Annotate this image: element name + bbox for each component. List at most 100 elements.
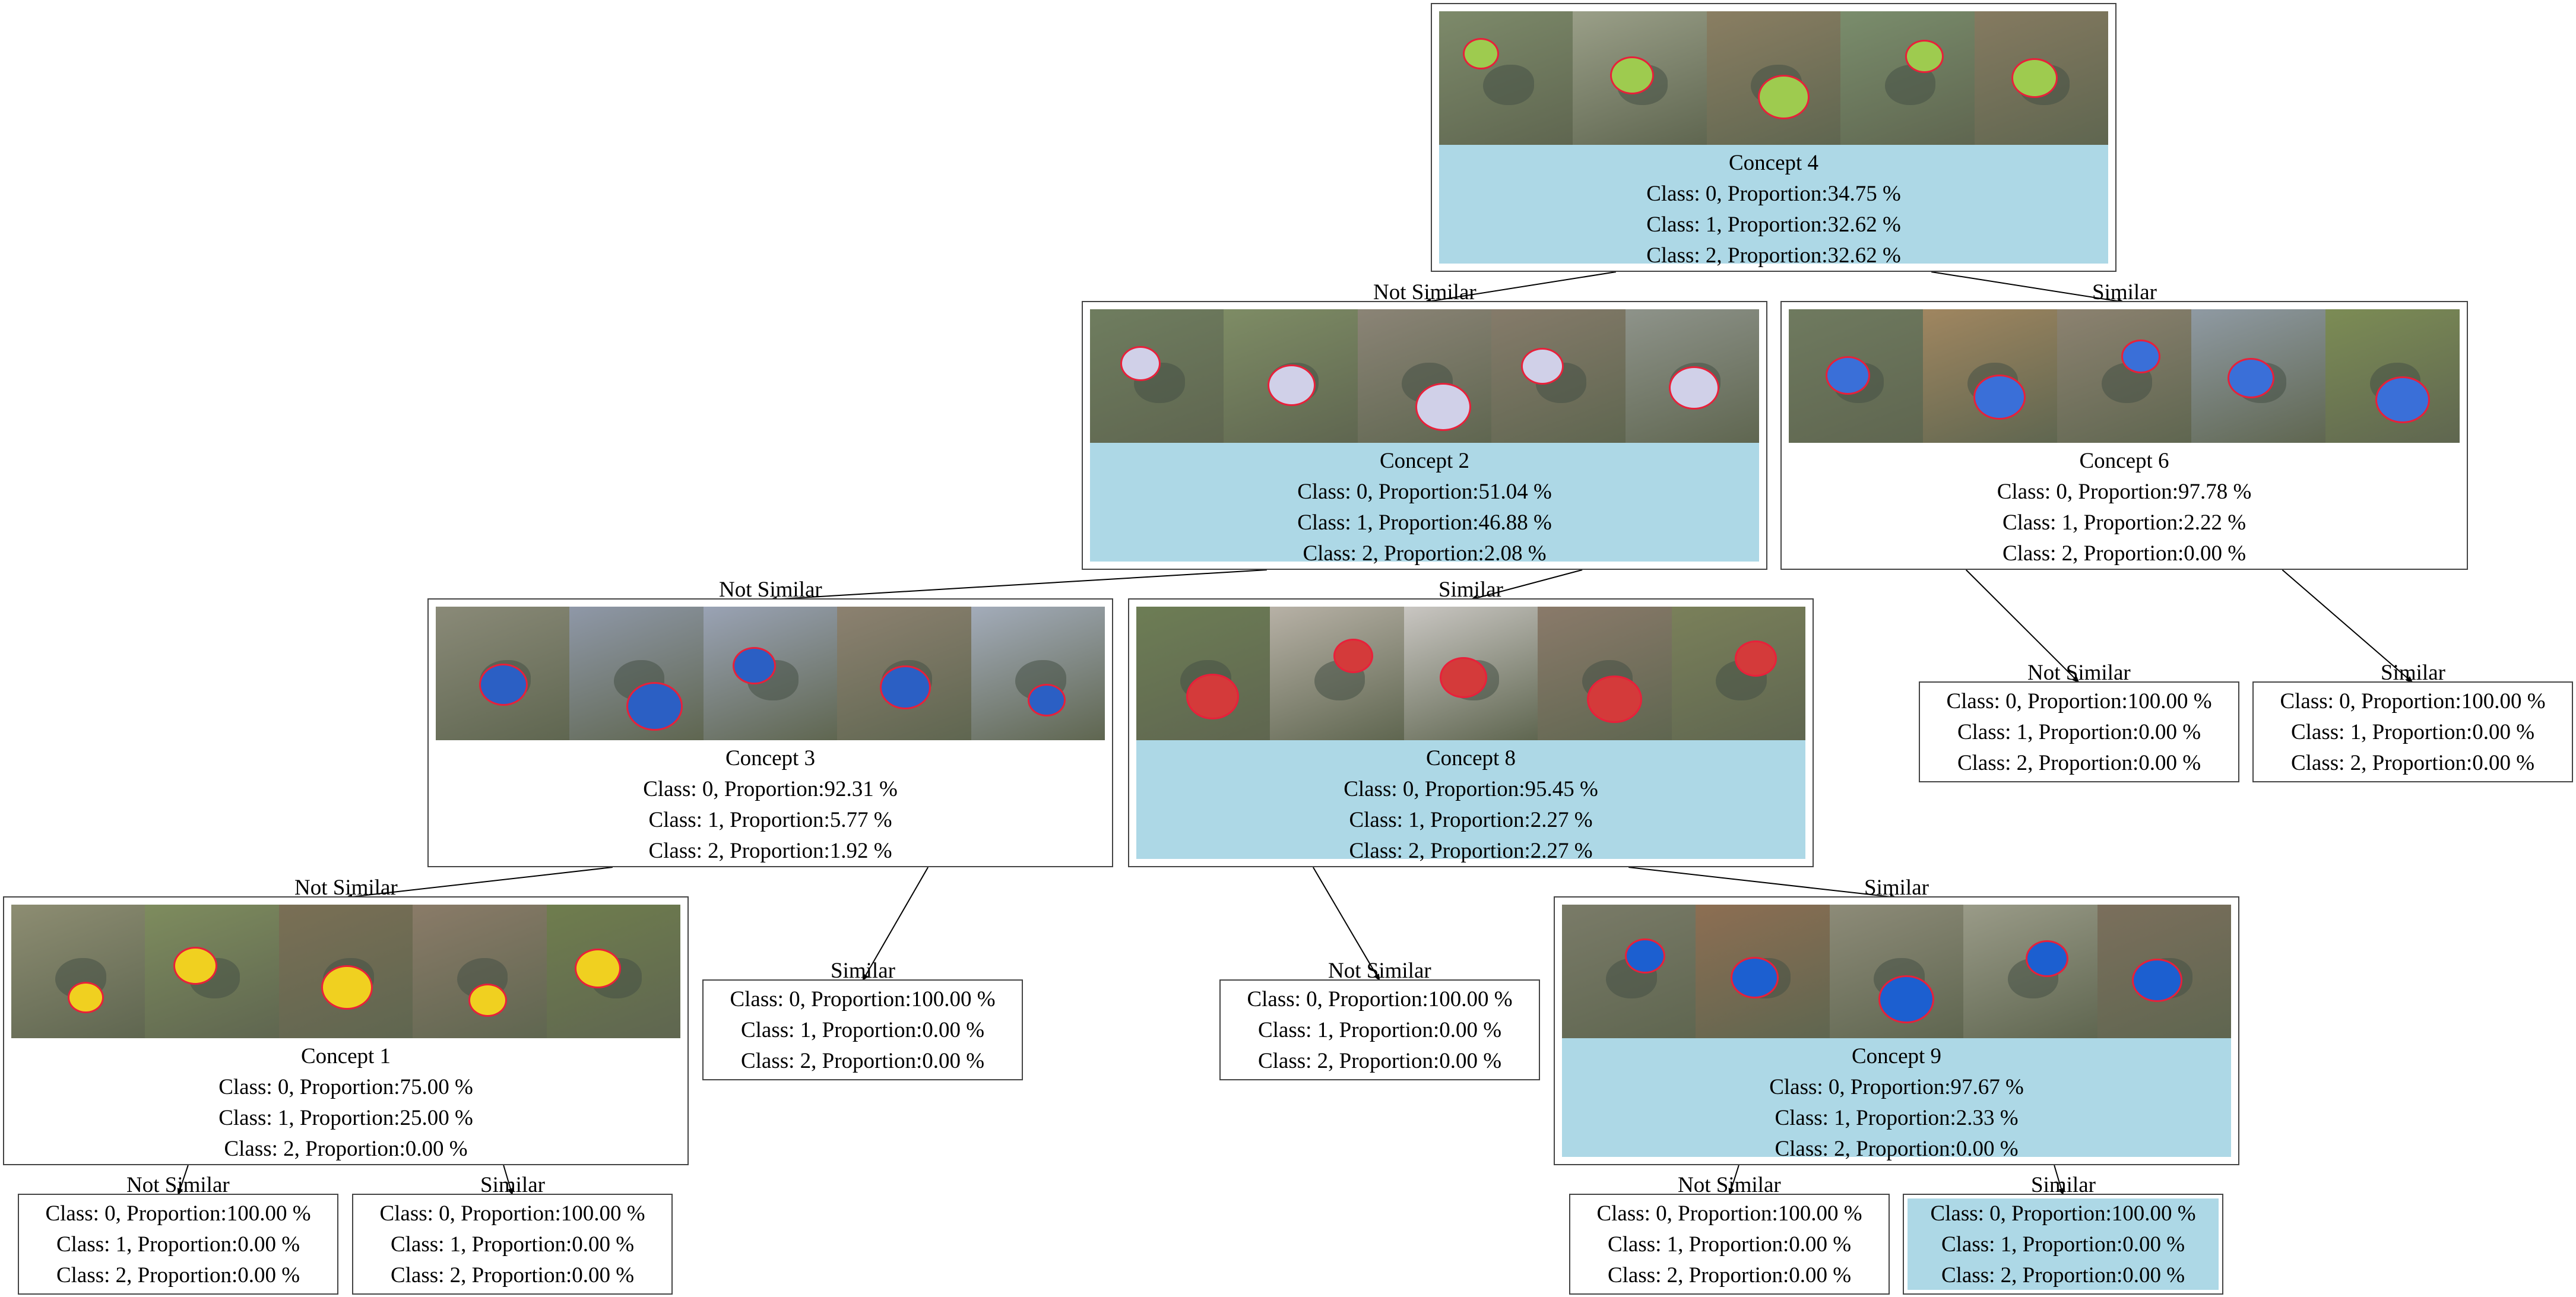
class-proportion-line: Class: 1, Proportion:0.00 % [1257,1018,1502,1042]
not-similar-label: Not Similar [126,1173,230,1197]
concept-thumbnail [1439,11,1573,145]
class-proportion-line: Class: 2, Proportion:0.00 % [56,1263,300,1288]
concept-thumbnail [1706,11,1841,145]
concept-image-strip [1789,309,2460,443]
concept-text: Concept 6 Class: 0, Proportion:97.78 % Cla… [1789,446,2460,569]
class-proportion-line: Class: 1, Proportion:46.88 % [1297,510,1552,535]
concept-thumbnail [1403,607,1538,740]
concept-region-outline [1731,957,1779,998]
class-proportion-line: Class: 0, Proportion:100.00 % [1596,1201,1862,1226]
concept-text: Concept 1 Class: 0, Proportion:75.00 % Cla… [11,1041,680,1165]
class-proportion-line: Class: 0, Proportion:100.00 % [1946,689,2212,713]
edge-arrow [2054,1165,2064,1195]
concept-title: Concept 9 [1851,1044,1942,1068]
class-proportion-line: Class: 1, Proportion:32.62 % [1646,213,1901,237]
similar-label: Similar [2092,280,2157,305]
class-proportion-line: Class: 0, Proportion:95.45 % [1344,777,1598,801]
class-proportion-line: Class: 2, Proportion:0.00 % [2002,541,2247,566]
concept-title: Concept 4 [1728,151,1819,175]
concept-node-4: Concept 4 Class: 0, Proportion:34.75 % Cla… [1431,3,2116,272]
class-proportion-line: Class: 0, Proportion:34.75 % [1646,182,1901,206]
class-proportion-line: Class: 2, Proportion:0.00 % [2290,751,2535,775]
leaf-text: Class: 0, Proportion:100.00 % Class: 1, P… [1574,1198,1885,1291]
concept-title: Concept 1 [300,1044,391,1068]
class-proportion-line: Class: 2, Proportion:0.00 % [1941,1263,2185,1288]
class-proportion-line: Class: 1, Proportion:25.00 % [218,1106,473,1130]
edge-arrow [1628,867,1897,900]
similar-label: Similar [480,1173,545,1197]
concept-text: Concept 2 Class: 0, Proportion:51.04 % Cla… [1090,446,1759,569]
edge-arrow [345,867,613,900]
similar-label: Similar [2381,661,2445,685]
similar-label: Similar [2031,1173,2096,1197]
edge-arrow [1965,569,2080,683]
class-proportion-line: Class: 2, Proportion:0.00 % [1957,751,2201,775]
class-proportion-line: Class: 2, Proportion:0.00 % [1607,1263,1852,1288]
concept-thumbnail [11,905,145,1038]
concept-region-outline [1610,56,1655,94]
concept-region-outline [2375,376,2430,423]
class-proportion-line: Class: 2, Proportion:1.92 % [648,839,892,863]
concept-node-3: Concept 3 Class: 0, Proportion:92.31 % Cla… [427,598,1113,867]
concept-region-outline [68,982,104,1013]
concept-thumbnail [1974,11,2109,145]
edge-arrow [862,867,929,981]
edge-arrow [769,569,1267,602]
concept-image-strip [1090,309,1760,443]
concept-thumbnail [546,905,681,1038]
concept-title: Concept 2 [1379,449,1470,473]
class-proportion-line: Class: 2, Proportion:2.27 % [1349,839,1593,863]
concept-region-outline [173,947,218,985]
concept-region-outline [1333,639,1374,673]
leaf-node: Class: 0, Proportion:100.00 % Class: 1, P… [2252,681,2573,782]
concept-region-outline [1973,375,2026,420]
concept-title: Concept 3 [725,746,816,770]
concept-node-6: Concept 6 Class: 0, Proportion:97.78 % Cla… [1780,301,2468,570]
concept-text: Concept 4 Class: 0, Proportion:34.75 % Cla… [1439,148,2108,271]
bird-shape [1483,65,1535,105]
concept-region-outline [2228,358,2274,398]
concept-region-outline [2121,340,2160,373]
concept-thumbnail [1840,11,1975,145]
similar-label: Similar [1438,578,1503,602]
concept-thumbnail [1963,905,2097,1038]
not-similar-label: Not Similar [719,578,822,602]
class-proportion-line: Class: 0, Proportion:100.00 % [1930,1201,2196,1226]
class-proportion-line: Class: 2, Proportion:32.62 % [1646,243,1901,268]
concept-thumbnail [1090,309,1224,443]
class-proportion-line: Class: 0, Proportion:51.04 % [1297,480,1552,504]
concept-region-outline [1757,75,1810,119]
concept-region-outline [479,664,528,706]
concept-region-outline [1826,356,1870,395]
concept-image-strip [436,607,1105,740]
concept-image-strip [1562,905,2232,1038]
concept-region-outline [1415,383,1471,431]
concept-thumbnail [1829,905,1964,1038]
leaf-node: Class: 0, Proportion:100.00 % Class: 1, P… [1569,1194,1890,1295]
leaf-node: Class: 0, Proportion:100.00 % Class: 1, P… [1219,979,1540,1080]
edge-arrow [1470,569,1583,601]
edge-arrow [1728,1165,1739,1195]
class-proportion-line: Class: 0, Proportion:100.00 % [1247,987,1513,1011]
concept-thumbnail [1270,607,1404,740]
concept-thumbnail [2097,905,2232,1038]
concept-image-strip [11,905,681,1038]
class-proportion-line: Class: 1, Proportion:2.27 % [1349,808,1593,832]
leaf-text: Class: 0, Proportion:100.00 % Class: 1, P… [1224,984,1535,1077]
concept-thumbnail [145,905,279,1038]
class-proportion-line: Class: 1, Proportion:0.00 % [740,1018,985,1042]
concept-thumbnail [1538,607,1672,740]
concept-region-outline [1521,348,1564,385]
leaf-text: Class: 0, Proportion:100.00 % Class: 1, P… [357,1198,668,1291]
concept-image-strip [1136,607,1806,740]
edge-arrow [1424,271,1617,305]
concept-thumbnail [1562,905,1696,1038]
concept-image-strip [1439,11,2109,145]
concept-thumbnail [2191,309,2325,443]
concept-region-outline [1625,938,1665,973]
class-proportion-line: Class: 0, Proportion:100.00 % [2280,689,2546,713]
concept-text: Concept 8 Class: 0, Proportion:95.45 % Cla… [1136,743,1805,867]
concept-node-8: Concept 8 Class: 0, Proportion:95.45 % Cla… [1128,598,1814,867]
concept-thumbnail [2325,309,2460,443]
